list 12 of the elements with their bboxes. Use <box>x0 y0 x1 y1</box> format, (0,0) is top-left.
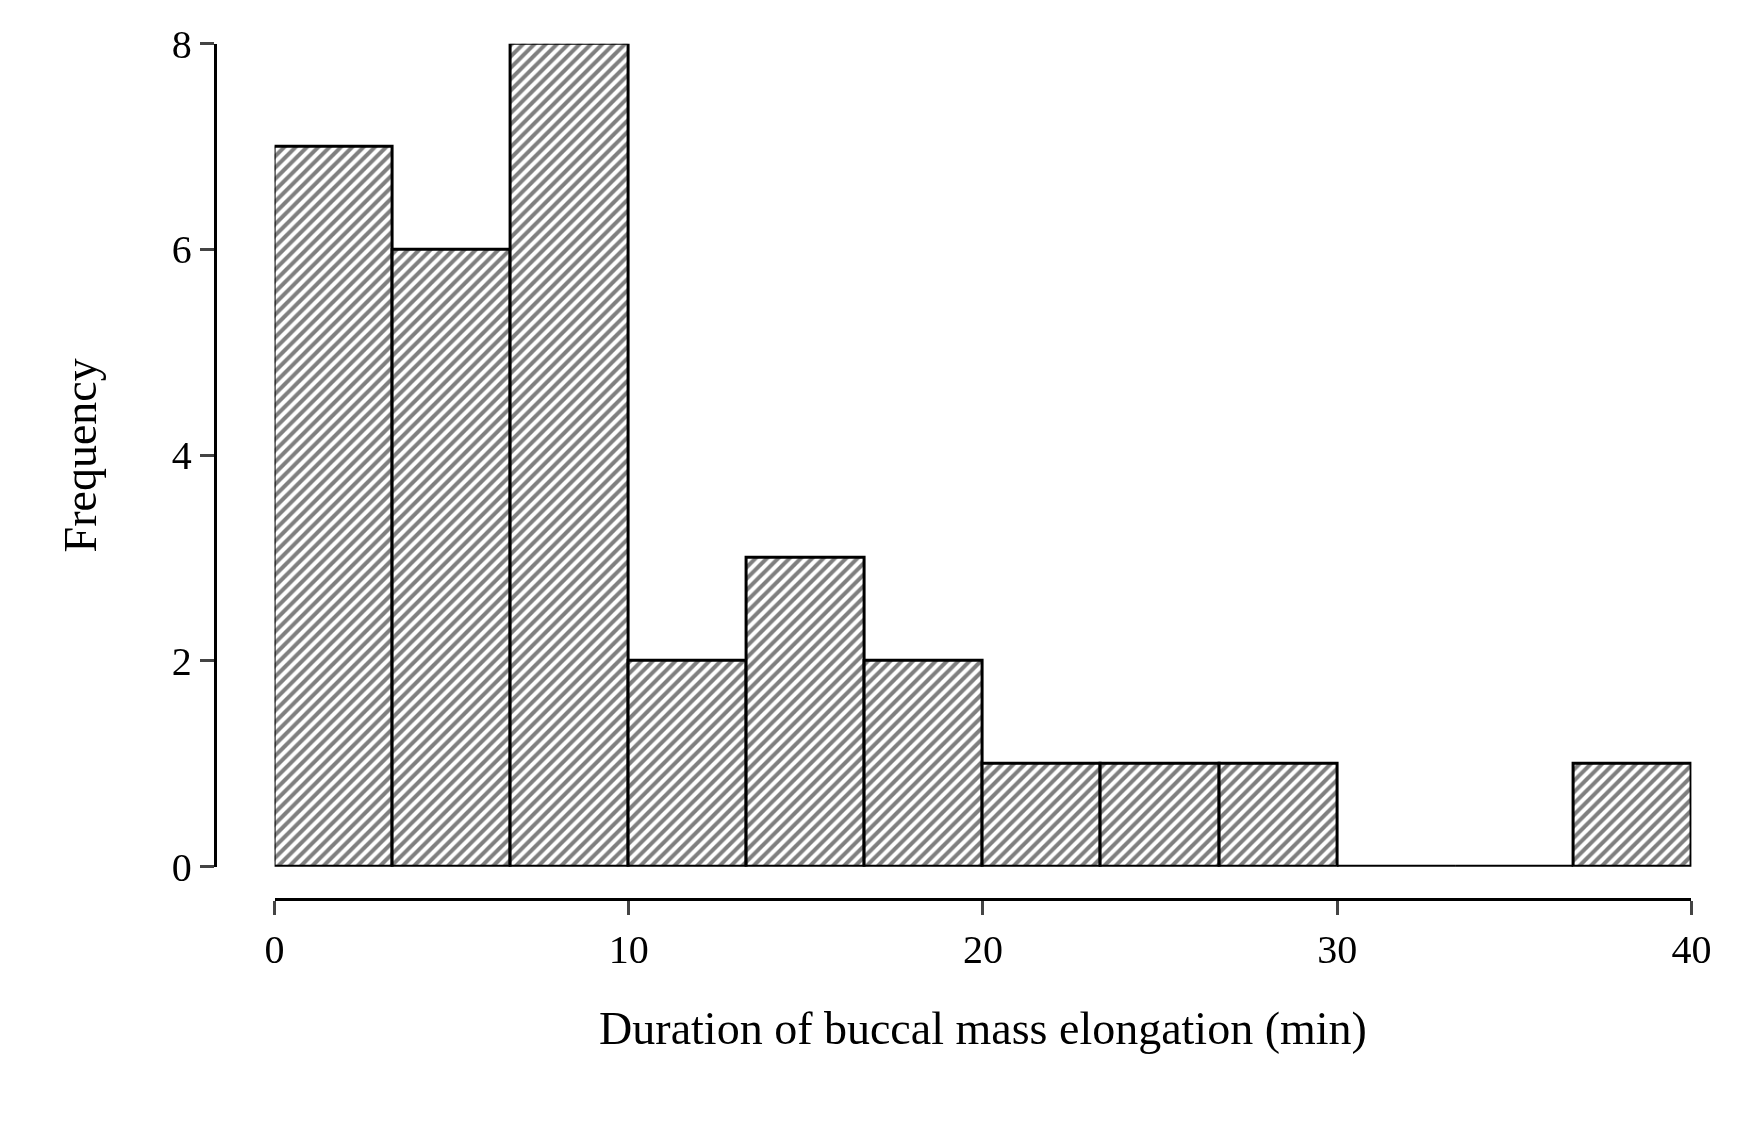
y-tick-label: 2 <box>171 638 192 684</box>
y-tick-label: 4 <box>171 433 192 479</box>
y-tick-label: 8 <box>171 21 192 67</box>
y-axis-title: Frequency <box>54 358 106 553</box>
x-tick-label: 20 <box>962 927 1003 973</box>
x-tick-label: 0 <box>264 927 285 973</box>
y-tick-label: 0 <box>171 844 192 890</box>
x-axis-title: Duration of buccal mass elongation (min) <box>599 1002 1367 1054</box>
y-tick-label: 6 <box>171 227 192 273</box>
x-tick-label: 40 <box>1671 927 1712 973</box>
x-tick-label: 30 <box>1317 927 1358 973</box>
x-tick-label: 10 <box>608 927 649 973</box>
